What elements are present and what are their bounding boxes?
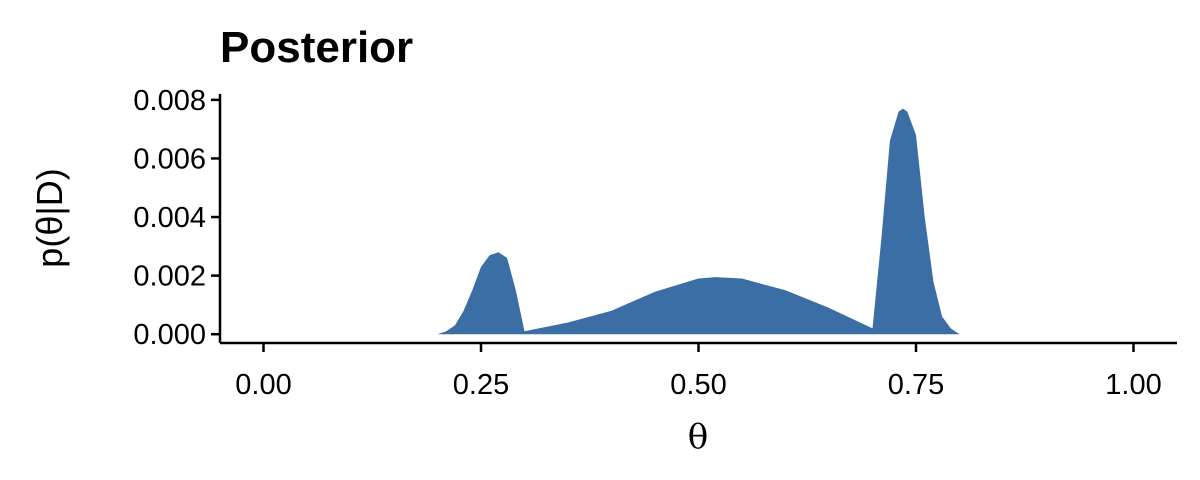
x-axis-ticks: 0.00 0.25 0.50 0.75 1.00 xyxy=(235,343,1162,401)
y-tick-label: 0.002 xyxy=(133,261,206,293)
y-tick-label: 0.004 xyxy=(133,202,206,234)
x-tick-label: 0.00 xyxy=(235,369,291,401)
x-axis-label: θ xyxy=(688,417,708,457)
x-tick-label: 0.75 xyxy=(888,369,944,401)
y-tick-label: 0.008 xyxy=(133,85,206,117)
y-tick-label: 0.006 xyxy=(133,143,206,175)
x-tick-label: 0.50 xyxy=(670,369,726,401)
x-tick-label: 0.25 xyxy=(453,369,509,401)
y-tick-label: 0.000 xyxy=(133,319,206,351)
y-axis-label: p(θ|D) xyxy=(29,168,70,267)
x-tick-label: 1.00 xyxy=(1105,369,1161,401)
y-axis-ticks: 0.000 0.002 0.004 0.006 0.008 xyxy=(133,85,220,351)
density-area xyxy=(437,108,995,335)
chart-title: Posterior xyxy=(220,23,413,72)
